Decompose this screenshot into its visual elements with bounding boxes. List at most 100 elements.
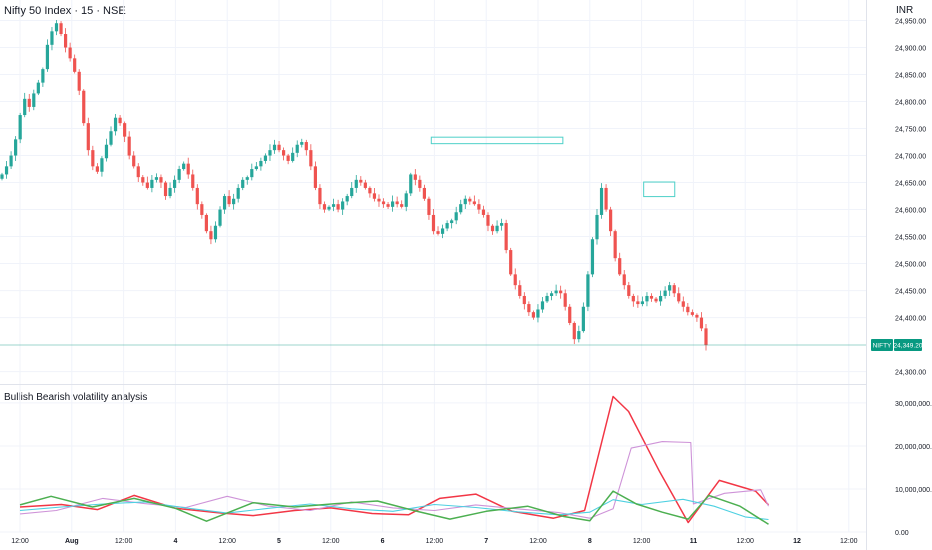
- supply-zone: [430, 136, 564, 145]
- candle-body: [527, 304, 531, 313]
- price-tick-label: 24,450.00: [895, 289, 926, 296]
- candle-body: [204, 214, 208, 232]
- candle-body: [209, 231, 213, 240]
- candle-body: [409, 174, 413, 194]
- time-tick-label: 4: [173, 538, 177, 545]
- time-tick-label: 12:00: [115, 538, 133, 545]
- indicator-lines: [19, 395, 770, 525]
- candle-body: [518, 285, 522, 296]
- candle-body: [186, 163, 190, 175]
- badge-symbol: NIFTY: [873, 342, 892, 349]
- symbol-title[interactable]: Nifty 50 Index · 15 · NSE: [4, 5, 126, 17]
- candle-body: [577, 331, 581, 340]
- candle-body: [595, 214, 599, 240]
- candle-body: [472, 201, 476, 205]
- candle-body: [82, 90, 86, 124]
- candle-body: [495, 225, 499, 232]
- candle-body: [640, 301, 645, 305]
- candle-body: [559, 290, 563, 294]
- candle-body: [395, 201, 399, 205]
- price-tick-label: 24,950.00: [895, 19, 926, 26]
- candle-body: [454, 212, 458, 221]
- candle-body: [291, 152, 295, 161]
- candle-body: [350, 187, 354, 197]
- candle-body: [32, 93, 36, 107]
- candle-body: [127, 136, 131, 156]
- candle-body: [163, 182, 168, 197]
- time-axis-labels: 12:00 Aug 12:00 4 12:00 5 12:00 6 12:00 7 12:00 8 12…: [11, 538, 857, 545]
- candle-body: [368, 187, 372, 194]
- candle-body: [191, 174, 195, 188]
- candle-body: [658, 295, 663, 302]
- candlestick-series: [0, 19, 708, 351]
- candle-body: [418, 179, 422, 188]
- candle-body: [695, 314, 699, 318]
- candle-body: [372, 193, 377, 199]
- candle-body: [422, 187, 426, 199]
- candle-body: [159, 177, 163, 183]
- candle-body: [254, 166, 258, 170]
- candle-body: [182, 163, 186, 170]
- candle-body: [704, 328, 708, 346]
- candle-body: [477, 204, 481, 210]
- candle-body: [77, 71, 81, 91]
- candle-body: [622, 274, 626, 286]
- candle-body: [318, 187, 322, 205]
- candle-body: [14, 139, 18, 156]
- candle-body: [295, 144, 299, 153]
- candle-body: [95, 166, 99, 172]
- candle-body: [572, 322, 576, 340]
- price-tick-label: 24,800.00: [895, 100, 926, 107]
- candle-body: [336, 204, 340, 210]
- candle-body: [341, 201, 345, 210]
- volatility-tick-label: 0.00: [895, 530, 909, 537]
- price-tick-label: 24,850.00: [895, 73, 926, 80]
- candle-body: [282, 150, 286, 156]
- time-tick-label: Aug: [65, 538, 79, 545]
- candle-body: [59, 23, 63, 35]
- candle-body: [68, 47, 72, 59]
- candle-body: [413, 174, 417, 180]
- candle-body: [531, 312, 536, 318]
- candle-body: [263, 155, 268, 161]
- candle-body: [309, 150, 313, 167]
- volatility-line: [19, 490, 769, 525]
- candle-body: [286, 155, 290, 161]
- candle-body: [227, 196, 231, 205]
- candle-body: [113, 117, 118, 132]
- volatility-line: [19, 395, 770, 524]
- volatility-tick-label: 10,000,000.00: [895, 487, 932, 494]
- candle-body: [327, 206, 331, 210]
- time-tick-label: 12:00: [633, 538, 651, 545]
- candle-body: [200, 204, 204, 215]
- candle-body: [690, 312, 694, 315]
- candle-body: [481, 209, 486, 215]
- candle-body: [463, 198, 467, 205]
- price-tick-label: 24,700.00: [895, 154, 926, 161]
- indicator-title[interactable]: Bullish Bearish volatility analysis: [4, 392, 148, 403]
- price-tick-label: 24,900.00: [895, 46, 926, 53]
- candle-body: [150, 179, 154, 188]
- candle-body: [23, 98, 27, 116]
- candle-body: [613, 231, 617, 259]
- candle-body: [36, 82, 40, 94]
- candle-body: [177, 169, 181, 180]
- time-tick-label: 6: [381, 538, 385, 545]
- time-tick-label: 12:00: [840, 538, 858, 545]
- candle-body: [618, 258, 622, 275]
- candle-body: [245, 177, 249, 180]
- candle-body: [172, 179, 177, 188]
- candle-body: [86, 123, 90, 151]
- candle-body: [277, 144, 281, 151]
- time-tick-label: 11: [690, 538, 698, 545]
- candle-body: [41, 69, 45, 83]
- candle-body: [654, 298, 658, 302]
- candle-body: [436, 231, 440, 234]
- currency-label[interactable]: INR: [896, 5, 914, 16]
- candle-body: [63, 34, 68, 48]
- candle-body: [627, 285, 631, 296]
- grid-lines: [0, 0, 866, 533]
- last-price-badge[interactable]: NIFTY 24,349.20: [871, 339, 923, 352]
- price-tick-label: 24,500.00: [895, 262, 926, 269]
